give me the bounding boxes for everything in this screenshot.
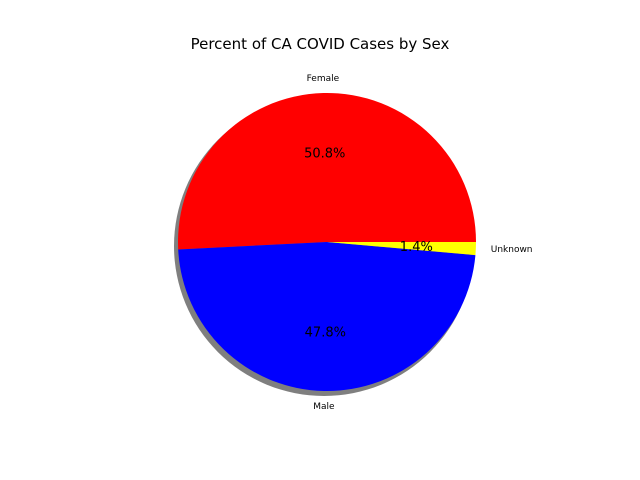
pie-slice-male xyxy=(178,242,476,392)
slice-label-female: Female xyxy=(307,74,340,84)
slice-label-unknown: Unknown xyxy=(491,245,533,255)
slice-label-male: Male xyxy=(313,402,335,412)
pie-slice-female xyxy=(177,93,476,250)
pie-slice-unknown xyxy=(327,242,476,256)
pct-label-female: 50.8% xyxy=(304,147,345,162)
pct-label-male: 47.8% xyxy=(305,325,346,340)
chart-title: Percent of CA COVID Cases by Sex xyxy=(190,35,450,53)
pct-label-unknown: 1.4% xyxy=(400,240,433,255)
